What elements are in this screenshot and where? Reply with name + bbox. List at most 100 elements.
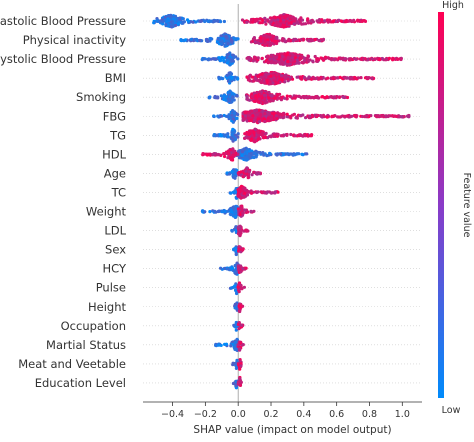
data-point [257, 108, 261, 112]
data-point [242, 156, 247, 160]
data-point [280, 74, 284, 78]
data-point [315, 113, 319, 117]
feature-label: BMI [105, 71, 126, 85]
data-point [294, 116, 298, 120]
data-point [231, 117, 236, 121]
data-point [233, 306, 237, 310]
data-point [166, 23, 170, 28]
data-point [277, 78, 281, 82]
data-point [283, 75, 287, 79]
feature-label: Occupation [61, 319, 126, 333]
data-point [275, 153, 279, 157]
data-point [229, 286, 233, 290]
data-point [247, 153, 251, 157]
feature-row: HDL [102, 146, 422, 162]
data-point [219, 58, 223, 63]
data-point [230, 98, 234, 102]
data-point [304, 22, 308, 26]
data-point [251, 114, 255, 118]
data-point [268, 134, 272, 138]
data-point [370, 57, 374, 61]
data-point [353, 75, 357, 80]
data-point [230, 228, 234, 233]
feature-row: HCY [103, 261, 422, 276]
data-point [286, 51, 290, 55]
data-point [221, 56, 225, 60]
data-point [380, 56, 384, 61]
data-point [227, 172, 232, 176]
data-point [234, 328, 238, 332]
data-point [246, 176, 250, 180]
feature-label: Martial Status [46, 338, 126, 352]
feature-label: TG [109, 128, 126, 142]
data-point [248, 131, 252, 135]
data-point [332, 114, 336, 118]
data-point [234, 215, 238, 219]
data-point [305, 95, 309, 99]
data-point [181, 21, 185, 25]
data-point [242, 208, 247, 212]
feature-row: Pulse [96, 281, 422, 296]
data-point [245, 166, 249, 170]
data-point [206, 58, 211, 62]
data-point [378, 58, 382, 62]
data-point [230, 156, 234, 160]
data-point [270, 94, 274, 98]
data-point [253, 40, 257, 44]
data-point [236, 193, 240, 197]
data-point [275, 36, 279, 40]
data-point [242, 285, 246, 289]
data-point [228, 78, 232, 83]
data-point [323, 19, 327, 23]
data-point [268, 20, 272, 24]
data-point [236, 267, 240, 272]
data-point [236, 322, 240, 326]
data-point [227, 75, 231, 79]
data-point [280, 52, 284, 56]
data-point [332, 19, 336, 23]
data-point [200, 209, 205, 213]
data-point [352, 18, 356, 22]
data-point [356, 18, 360, 22]
data-point [226, 42, 230, 46]
data-point [236, 285, 240, 289]
data-point [311, 59, 315, 63]
data-point [250, 134, 254, 138]
data-point [352, 56, 356, 61]
x-tick-label: 1.0 [395, 409, 410, 420]
data-point [203, 19, 207, 24]
data-point [173, 23, 178, 28]
data-point [233, 340, 237, 344]
data-point [218, 133, 222, 137]
data-point [260, 191, 264, 195]
data-point [267, 90, 271, 95]
data-point [171, 17, 176, 21]
data-point [237, 304, 241, 308]
data-point [233, 347, 238, 352]
data-point [237, 247, 241, 251]
data-point [325, 95, 329, 99]
data-point [236, 265, 241, 269]
data-point [330, 57, 334, 61]
data-point [293, 56, 297, 60]
data-point [240, 287, 244, 291]
data-point [262, 136, 266, 140]
data-point [285, 133, 289, 137]
data-point [280, 78, 284, 82]
data-point [236, 77, 240, 81]
data-point [212, 20, 216, 24]
data-point [235, 94, 239, 98]
data-point [268, 81, 272, 85]
data-point [338, 75, 342, 79]
feature-rows: Diastolic Blood Pressure Physical inactiv… [0, 4, 422, 402]
data-point [381, 113, 385, 118]
data-point [286, 59, 290, 64]
data-point [374, 114, 379, 118]
data-point [254, 94, 258, 98]
data-point [270, 111, 274, 115]
data-point [267, 118, 271, 122]
data-point [293, 134, 297, 138]
data-point [260, 132, 265, 136]
data-point [197, 38, 202, 43]
data-point [290, 15, 294, 19]
